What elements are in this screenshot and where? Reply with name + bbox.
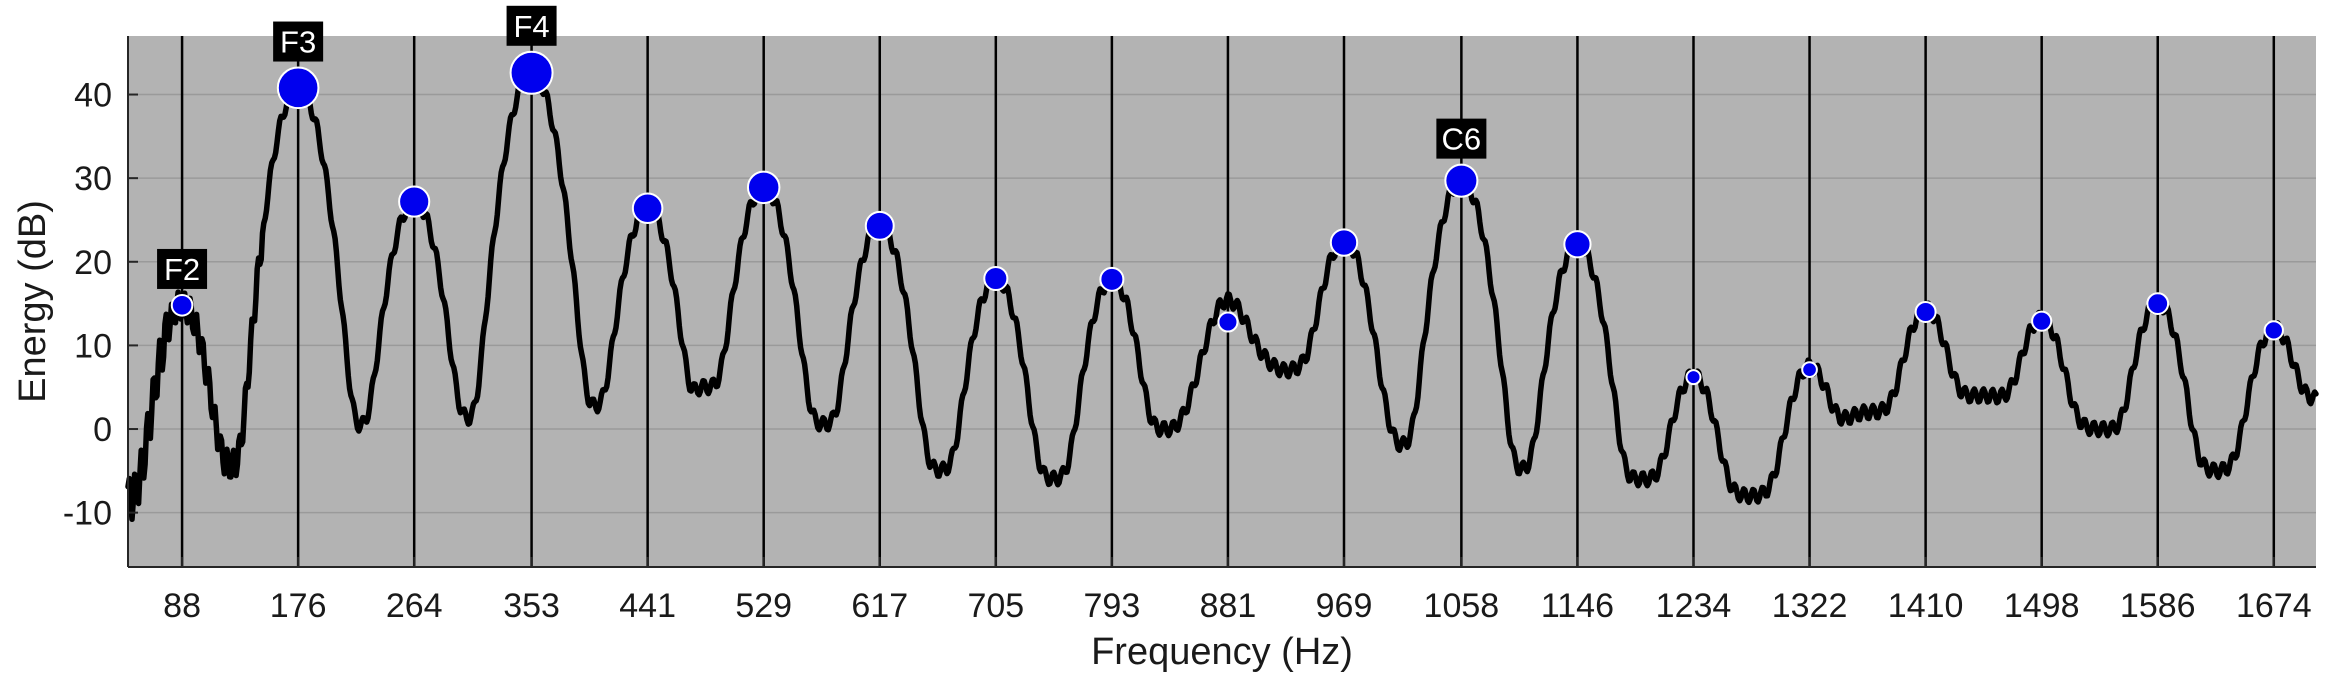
- peak-marker: [398, 185, 431, 218]
- x-tick-label: 176: [270, 587, 327, 625]
- spectrum-line: [125, 64, 2319, 523]
- note-label-text: C6: [1442, 122, 1482, 157]
- x-axis-ticks: 88 176 264 353 441 529 617 705 793 881 969 1058 1146…: [163, 557, 2312, 625]
- peak-marker: [631, 192, 664, 225]
- peak-marker: [1217, 311, 1239, 333]
- note-label-box: [506, 5, 557, 46]
- peak-marker: [2146, 292, 2170, 315]
- peak-marker: [746, 170, 781, 205]
- x-tick-label: 1322: [1772, 587, 1848, 625]
- peak-marker: [1444, 163, 1479, 198]
- y-tick-label: 10: [74, 327, 112, 365]
- y-axis-title: Energy (dB): [12, 200, 54, 403]
- note-label-text: F3: [280, 25, 316, 60]
- x-tick-label: 881: [1200, 587, 1257, 625]
- y-tick-label: 20: [74, 244, 112, 282]
- x-tick-label: 1234: [1656, 587, 1732, 625]
- x-tick-label: 264: [386, 587, 443, 625]
- y-axis-ticks: -10 0 10 20 30 40: [63, 77, 138, 533]
- x-tick-label: 529: [735, 587, 792, 625]
- harmonic-lines: [180, 36, 2276, 567]
- peak-marker: [2263, 320, 2284, 341]
- x-tick-label: 705: [967, 587, 1024, 625]
- peak-marker: [276, 66, 320, 110]
- y-tick-label: 40: [74, 77, 112, 115]
- x-tick-label: 441: [619, 587, 676, 625]
- peak-marker: [1914, 300, 1937, 323]
- peak-marker: [170, 293, 194, 317]
- note-label: F2: [157, 248, 208, 289]
- y-tick-label: -10: [63, 495, 112, 533]
- note-annotations: F2 F3 F4 C6: [157, 5, 1487, 289]
- note-label-text: F2: [164, 252, 200, 287]
- peak-marker: [2031, 310, 2053, 332]
- peak-marker: [864, 210, 895, 241]
- peak-marker: [1685, 369, 1702, 386]
- y-tick-label: 0: [93, 411, 112, 449]
- x-tick-label: 793: [1084, 587, 1141, 625]
- note-label-text: F4: [513, 9, 549, 44]
- peak-marker: [983, 265, 1009, 292]
- note-label-box: [1436, 118, 1487, 159]
- x-tick-label: 88: [163, 587, 201, 625]
- peak-marker: [1099, 266, 1125, 292]
- x-tick-label: 1498: [2004, 587, 2080, 625]
- x-tick-label: 1674: [2236, 587, 2312, 625]
- peak-marker: [1801, 361, 1818, 378]
- x-axis-title: Frequency (Hz): [1091, 631, 1353, 673]
- x-tick-label: 1586: [2120, 587, 2196, 625]
- note-label-box: [157, 248, 208, 289]
- note-label: C6: [1436, 118, 1487, 159]
- note-label: F4: [506, 5, 557, 46]
- x-tick-label: 353: [503, 587, 560, 625]
- x-tick-label: 1410: [1888, 587, 1964, 625]
- peak-markers: [170, 50, 2284, 386]
- y-tick-label: 30: [74, 160, 112, 198]
- peak-marker: [509, 50, 554, 95]
- x-tick-label: 1058: [1424, 587, 1500, 625]
- note-label: F3: [273, 21, 324, 62]
- note-label-box: [273, 21, 324, 62]
- peak-marker: [1329, 228, 1359, 257]
- axes: [127, 36, 2316, 568]
- x-tick-label: 617: [851, 587, 908, 625]
- peak-marker: [1563, 230, 1592, 259]
- x-tick-label: 1146: [1541, 587, 1614, 625]
- x-tick-label: 969: [1316, 587, 1373, 625]
